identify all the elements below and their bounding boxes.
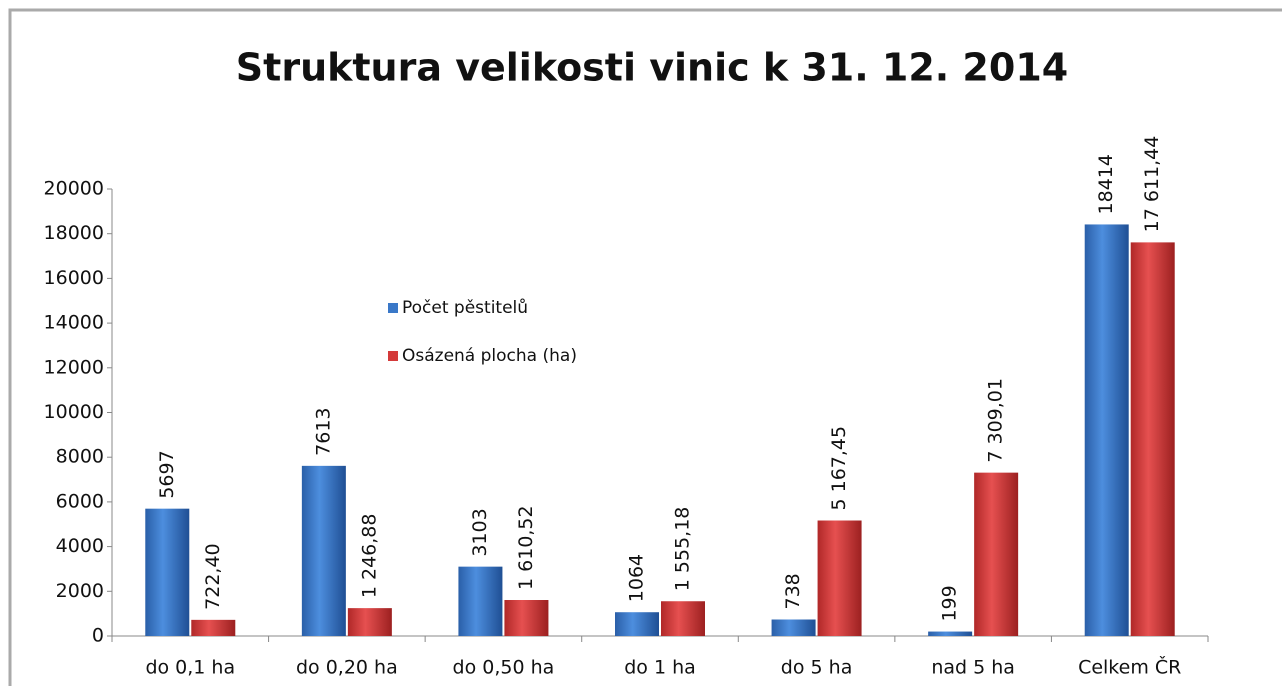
- y-tick-label: 0: [92, 625, 104, 647]
- x-tick-label: do 1 ha: [624, 657, 696, 679]
- bar: [301, 465, 346, 636]
- bar: [1130, 242, 1175, 636]
- legend-swatch: [388, 351, 398, 361]
- y-tick-label: 18000: [44, 222, 104, 244]
- data-label: 3103: [469, 508, 491, 556]
- bar: [191, 619, 236, 636]
- y-tick-label: 2000: [56, 580, 104, 602]
- x-tick-label: nad 5 ha: [931, 657, 1015, 679]
- bar: [145, 508, 190, 636]
- bar: [504, 600, 549, 636]
- x-tick-label: do 5 ha: [781, 657, 853, 679]
- data-label: 5697: [156, 450, 178, 498]
- x-tick-label: do 0,50 ha: [453, 657, 555, 679]
- x-tick-label: Celkem ČR: [1078, 655, 1181, 679]
- data-label: 5 167,45: [828, 426, 850, 511]
- data-label: 199: [939, 585, 961, 621]
- bar: [661, 601, 705, 636]
- data-label: 1 246,88: [358, 514, 380, 599]
- legend-label: Osázená plocha (ha): [402, 346, 577, 366]
- bar: [1084, 224, 1129, 637]
- y-tick-label: 8000: [56, 446, 104, 468]
- y-tick-label: 14000: [44, 312, 104, 334]
- bar: [347, 608, 392, 636]
- bar: [458, 566, 503, 636]
- y-tick-label: 16000: [44, 267, 104, 289]
- y-tick-label: 10000: [44, 401, 104, 423]
- x-tick-label: do 0,1 ha: [145, 657, 235, 679]
- bar: [615, 612, 659, 636]
- x-tick-label: do 0,20 ha: [296, 657, 398, 679]
- y-tick-label: 4000: [56, 535, 104, 557]
- frame: [8, 8, 1282, 686]
- bar: [771, 619, 816, 636]
- bar: [974, 472, 1019, 636]
- chart-title: Struktura velikosti vinic k 31. 12. 2014: [236, 46, 1068, 90]
- y-tick-label: 12000: [44, 356, 104, 378]
- legend-label: Počet pěstitelů: [402, 298, 528, 318]
- data-label: 738: [782, 573, 804, 609]
- y-tick-label: 20000: [44, 178, 104, 200]
- data-label: 1 610,52: [515, 505, 537, 590]
- data-label: 1 555,18: [672, 507, 694, 592]
- legend-swatch: [388, 303, 398, 313]
- data-label: 722,40: [202, 543, 224, 609]
- bar: [817, 520, 862, 636]
- data-label: 18414: [1095, 154, 1117, 214]
- data-label: 7613: [312, 407, 334, 455]
- y-tick-label: 6000: [56, 490, 104, 512]
- data-label: 1064: [626, 554, 648, 602]
- data-label: 17 611,44: [1141, 136, 1163, 233]
- data-label: 7 309,01: [985, 378, 1007, 463]
- bar: [928, 631, 973, 636]
